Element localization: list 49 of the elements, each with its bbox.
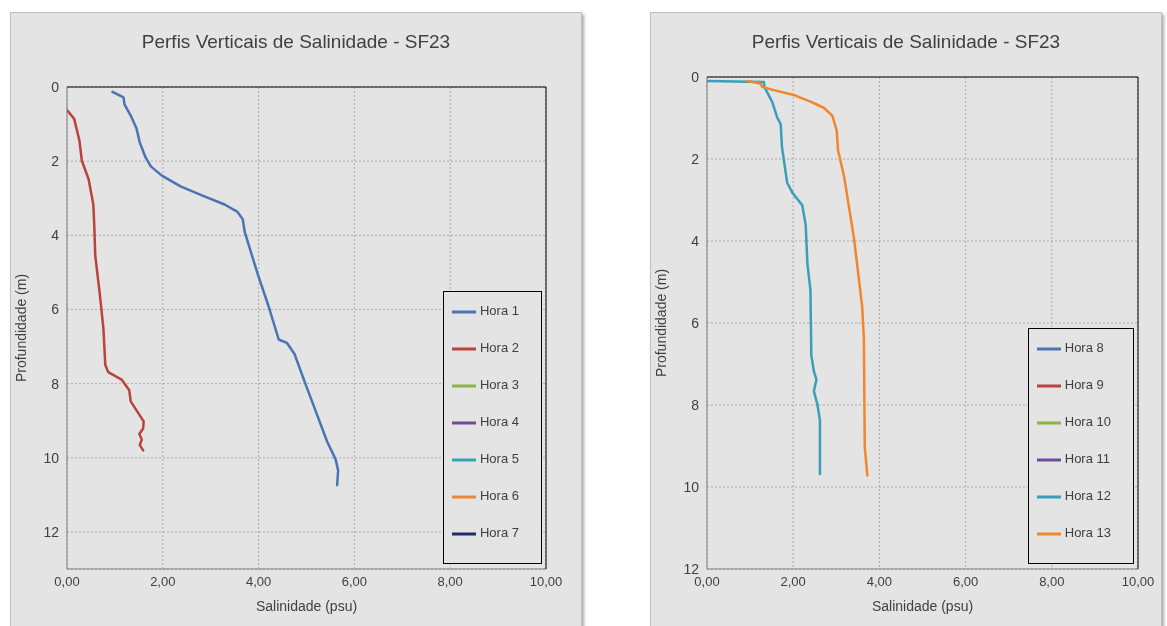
y-tick-label: 2 bbox=[51, 153, 60, 170]
y-tick-label: 8 bbox=[691, 396, 700, 413]
x-tick-label: 10,00 bbox=[529, 574, 563, 590]
x-tick-label: 8,00 bbox=[437, 574, 463, 590]
legend-label: Hora 6 bbox=[479, 488, 519, 504]
x-axis-title: Salinidade (psu) bbox=[871, 598, 974, 614]
legend-label: Hora 12 bbox=[1064, 488, 1111, 504]
y-tick-label: 10 bbox=[43, 449, 60, 466]
x-tick-label: 8,00 bbox=[1039, 574, 1065, 590]
x-tick-label: 0,00 bbox=[54, 574, 80, 590]
y-tick-label: 10 bbox=[683, 478, 700, 495]
y-axis-title: Profundidade (m) bbox=[652, 268, 669, 378]
chart-title: Perfis Verticais de Salinidade - SF23 bbox=[141, 31, 451, 53]
y-tick-label: 8 bbox=[51, 375, 60, 392]
x-tick-label: 0,00 bbox=[694, 574, 720, 590]
y-tick-label: 4 bbox=[51, 227, 60, 244]
legend-label: Hora 2 bbox=[479, 340, 519, 356]
line-series bbox=[111, 90, 340, 487]
line-series bbox=[67, 108, 145, 452]
x-axis-title: Salinidade (psu) bbox=[255, 598, 358, 614]
legend-label: Hora 11 bbox=[1064, 451, 1111, 467]
x-tick-label: 4,00 bbox=[866, 574, 893, 590]
legend-label: Hora 5 bbox=[479, 451, 519, 467]
legend-label: Hora 9 bbox=[1064, 377, 1104, 393]
legend-label: Hora 4 bbox=[479, 414, 519, 430]
y-tick-label: 6 bbox=[51, 301, 60, 318]
x-tick-label: 6,00 bbox=[952, 574, 979, 590]
y-tick-label: 6 bbox=[691, 314, 700, 331]
y-tick-label: 12 bbox=[43, 523, 60, 540]
y-tick-label: 12 bbox=[683, 560, 700, 577]
x-tick-label: 4,00 bbox=[245, 574, 272, 590]
chart-title: Perfis Verticais de Salinidade - SF23 bbox=[751, 31, 1061, 53]
legend-label: Hora 13 bbox=[1064, 525, 1111, 541]
line-series bbox=[745, 79, 869, 477]
y-axis-title: Profundidade (m) bbox=[12, 273, 29, 383]
x-tick-label: 10,00 bbox=[1121, 574, 1155, 590]
legend-label: Hora 3 bbox=[479, 377, 519, 393]
x-tick-label: 6,00 bbox=[341, 574, 368, 590]
x-tick-label: 2,00 bbox=[150, 574, 176, 590]
y-tick-label: 0 bbox=[691, 68, 700, 85]
legend-label: Hora 10 bbox=[1064, 414, 1111, 430]
y-tick-label: 2 bbox=[691, 150, 700, 167]
y-tick-label: 4 bbox=[691, 232, 700, 249]
line-series bbox=[707, 79, 822, 476]
y-tick-label: 0 bbox=[51, 78, 60, 95]
x-tick-label: 2,00 bbox=[780, 574, 806, 590]
legend-label: Hora 1 bbox=[479, 303, 519, 319]
legend-label: Hora 8 bbox=[1064, 340, 1104, 356]
legend-label: Hora 7 bbox=[479, 525, 519, 541]
